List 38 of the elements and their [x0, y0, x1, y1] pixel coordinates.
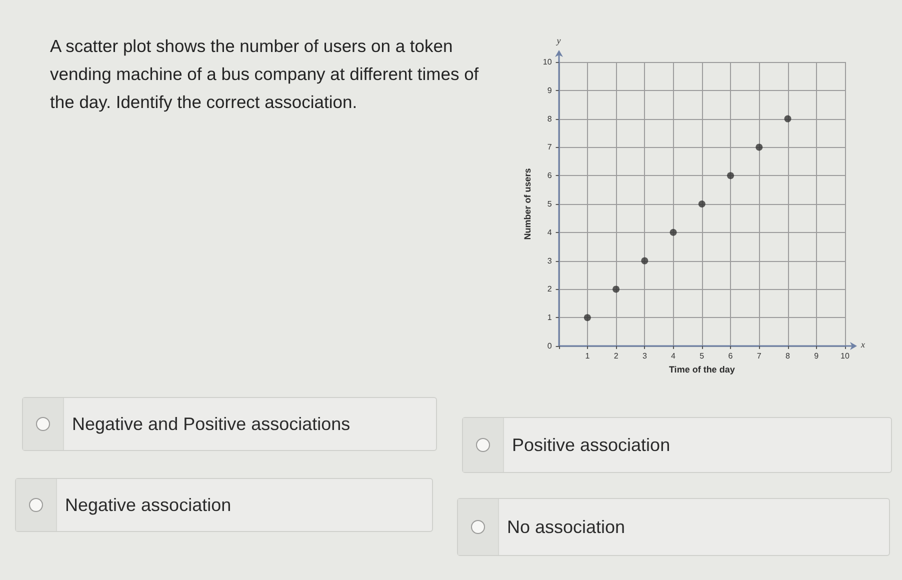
point: [670, 228, 677, 236]
point: [612, 286, 620, 293]
option-box: No association: [457, 498, 890, 556]
y-tick-label: 2: [547, 284, 552, 294]
point: [756, 144, 763, 151]
y-tick-label: 5: [547, 200, 552, 208]
x-tick-label: 4: [671, 352, 676, 360]
point: [727, 172, 734, 180]
y-tick-label: 4: [547, 228, 552, 237]
x-axis-title: Time of the day: [668, 364, 735, 374]
text: x: [860, 340, 865, 350]
y-tick-label: 3: [547, 256, 552, 266]
x-tick-label: 1: [585, 352, 590, 360]
option-box: Positive association: [462, 417, 892, 473]
point: [784, 115, 792, 122]
point: [641, 257, 648, 264]
x-tick-label: 5: [700, 352, 705, 360]
x-tick-label: 8: [786, 352, 791, 360]
y-tick-label: 10: [542, 58, 552, 66]
x-tick-label: 9: [814, 352, 820, 360]
point: [698, 200, 706, 208]
y-tick-label: 7: [547, 142, 552, 152]
y-tick-label: 8: [547, 114, 552, 124]
text: A scatter plot shows the number of users on a token vending machine of a bus company at different times of the day. Identify the correct association.: [50, 35, 480, 114]
x-tick-label: 3: [642, 352, 648, 360]
y-tick-label: 1: [547, 313, 552, 322]
option-box: Negative and Positive associations: [22, 397, 437, 451]
x-tick-label: 7: [756, 352, 762, 360]
y-tick-label: 9: [547, 86, 552, 95]
y-tick-label: 6: [547, 171, 552, 180]
x-tick-label: 2: [614, 352, 619, 360]
x-tick-label: 6: [728, 352, 734, 360]
x-tick-label: 10: [840, 352, 850, 360]
point: [584, 314, 591, 322]
option-box: Negative association: [15, 478, 433, 532]
y-axis-title: Number of users: [522, 168, 532, 240]
y-tick-label: 0: [547, 342, 552, 350]
text: y: [556, 36, 561, 46]
